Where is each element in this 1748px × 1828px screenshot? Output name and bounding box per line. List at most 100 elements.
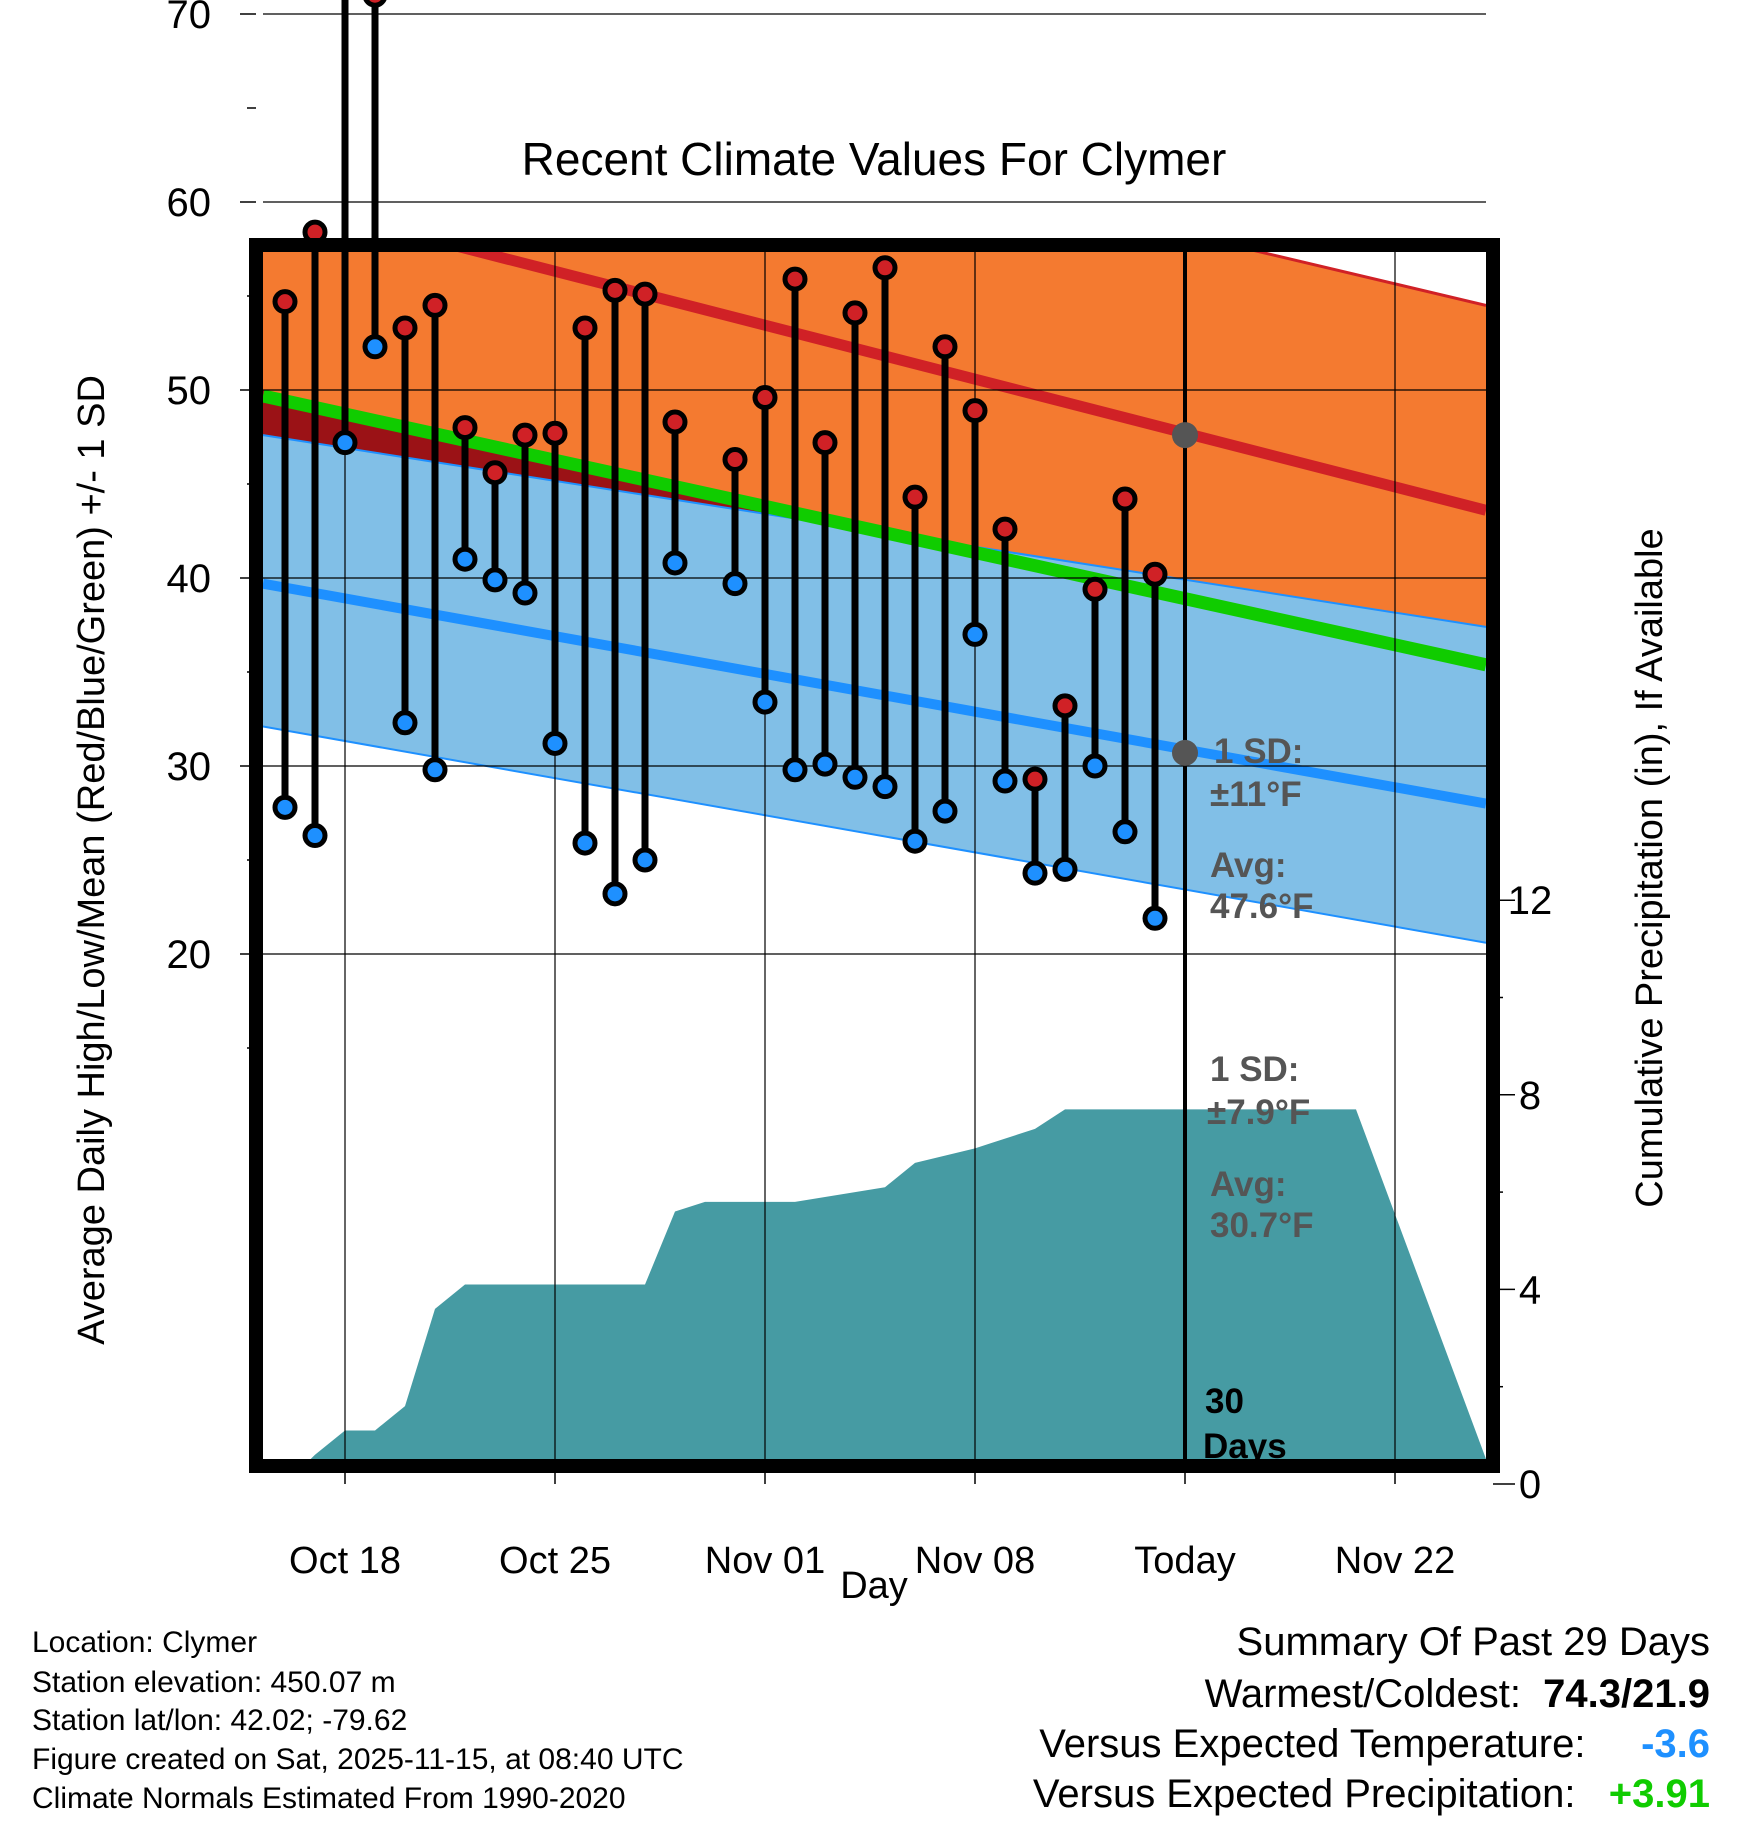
today-low-avg-marker — [1172, 739, 1198, 766]
high-temp-point — [392, 315, 418, 341]
high-temp-point — [872, 255, 898, 281]
temp-value: -3.6 — [1641, 1722, 1710, 1766]
low-avg-value: 30.7°F — [1210, 1206, 1314, 1245]
y2-tick-label: 8 — [1519, 1074, 1541, 1118]
low-temp-point — [662, 550, 688, 576]
figure-created: Figure created on Sat, 2025-11-15, at 08… — [32, 1743, 684, 1776]
high-temp-point — [902, 484, 928, 510]
y2-tick-label: 12 — [1508, 879, 1553, 923]
x-tick-label: Nov 01 — [705, 1540, 825, 1582]
low-temp-point — [902, 828, 928, 854]
temp-label: Versus Expected Temperature: — [1039, 1722, 1586, 1766]
low-temp-point — [632, 847, 658, 873]
high-temp-point — [482, 460, 508, 486]
low-temp-point — [422, 757, 448, 783]
y-tick-label: 40 — [167, 557, 212, 601]
low-temp-point — [272, 794, 298, 820]
precipitation-area — [285, 1109, 1486, 1459]
low-temp-point — [722, 571, 748, 597]
high-sd-upper-line — [1253, 252, 1486, 307]
low-temp-point — [962, 621, 988, 647]
low-temp-point — [572, 830, 598, 856]
high-sd-label: 1 SD: — [1214, 732, 1303, 771]
y-tick-label: 50 — [167, 369, 212, 413]
high-temp-point — [1022, 766, 1048, 792]
low-temp-point — [332, 430, 358, 456]
x-tick-label: Oct 25 — [499, 1540, 611, 1582]
plot-frame — [249, 238, 1500, 1473]
low-temp-point — [812, 751, 838, 777]
high-temp-point — [722, 447, 748, 473]
x-tick-label: Nov 08 — [915, 1540, 1035, 1582]
x-tick-label: Today — [1134, 1540, 1235, 1582]
high-temp-point — [512, 422, 538, 448]
days-word: Days — [1203, 1427, 1287, 1466]
low-sd-value: ±7.9°F — [1207, 1093, 1310, 1132]
high-avg-label: Avg: — [1210, 846, 1286, 885]
high-temp-point — [1082, 576, 1108, 602]
high-avg-value: 47.6°F — [1210, 887, 1314, 926]
summary-temp: Versus Expected Temperature: -3.6 — [1039, 1722, 1710, 1767]
y-tick-label: 20 — [167, 933, 212, 977]
low-temp-point — [932, 798, 958, 824]
warm-cold-label: Warmest/Coldest: — [1204, 1672, 1521, 1716]
high-temp-point — [1112, 486, 1138, 512]
low-temp-point — [302, 823, 328, 849]
precip-value: +3.91 — [1608, 1772, 1710, 1816]
low-avg-line — [263, 578, 1486, 809]
summary-warm-cold: Warmest/Coldest: 74.3/21.9 — [1205, 1672, 1710, 1717]
high-temp-point — [632, 281, 658, 307]
precip-label: Versus Expected Precipitation: — [1032, 1772, 1576, 1816]
low-sd-lower-line — [263, 725, 1486, 944]
low-temp-point — [782, 757, 808, 783]
y-axis-label: Average Daily High/Low/Mean (Red/Blue/Gr… — [71, 375, 113, 1345]
low-temp-point — [542, 730, 568, 756]
high-avg-line — [457, 252, 1486, 516]
high-temp-point — [572, 315, 598, 341]
high-sd-band — [263, 252, 1486, 659]
high-temp-point — [812, 430, 838, 456]
low-temp-point — [842, 764, 868, 790]
low-sd-label: 1 SD: — [1210, 1050, 1299, 1089]
y2-axis-label: Cumulative Precipitation (in), If Availa… — [1629, 528, 1671, 1207]
low-temp-point — [392, 710, 418, 736]
warm-cold-value: 74.3/21.9 — [1543, 1672, 1710, 1716]
high-temp-point — [422, 292, 448, 318]
y-tick-label: 70 — [167, 0, 212, 37]
station-location: Location: Clymer — [32, 1626, 258, 1659]
low-temp-point — [1082, 753, 1108, 779]
low-temp-point — [482, 567, 508, 593]
low-temp-point — [362, 334, 388, 360]
x-tick-label: Oct 18 — [289, 1540, 401, 1582]
x-axis-label: Day — [840, 1565, 908, 1607]
climate-normals-note: Climate Normals Estimated From 1990-2020 — [32, 1782, 626, 1815]
high-temp-point — [542, 420, 568, 446]
low-temp-point — [1112, 819, 1138, 845]
high-temp-point — [962, 398, 988, 424]
y2-tick-label: 0 — [1519, 1463, 1541, 1507]
high-temp-point — [602, 277, 628, 303]
low-temp-point — [512, 580, 538, 606]
high-temp-point — [992, 516, 1018, 542]
y2-tick-label: 4 — [1519, 1268, 1541, 1312]
low-temp-point — [872, 774, 898, 800]
station-elevation: Station elevation: 450.07 m — [32, 1666, 396, 1699]
today-high-avg-marker — [1172, 422, 1198, 449]
low-avg-label: Avg: — [1210, 1165, 1286, 1204]
high-temp-point — [842, 300, 868, 326]
x-tick-label: Nov 22 — [1335, 1540, 1455, 1582]
chart-title: Recent Climate Values For Clymer — [521, 133, 1227, 185]
low-temp-point — [1142, 905, 1168, 931]
high-temp-point — [752, 385, 778, 411]
low-temp-point — [1052, 856, 1078, 882]
high-temp-point — [452, 415, 478, 441]
high-temp-point — [363, 0, 387, 8]
summary-precip: Versus Expected Precipitation: +3.91 — [1033, 1772, 1710, 1817]
low-temp-point — [452, 546, 478, 572]
high-temp-point — [1142, 561, 1168, 587]
low-temp-point — [992, 768, 1018, 794]
high-temp-point — [662, 409, 688, 435]
high-temp-point — [782, 266, 808, 292]
low-temp-point — [602, 881, 628, 907]
low-temp-point — [1022, 860, 1048, 886]
